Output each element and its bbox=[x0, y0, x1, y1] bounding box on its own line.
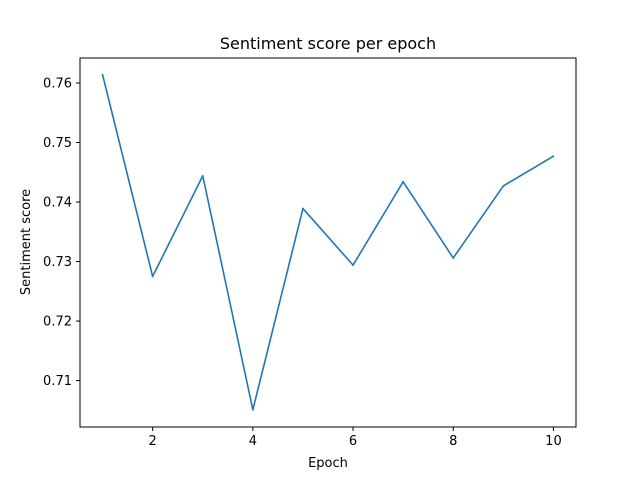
data-point bbox=[151, 275, 154, 278]
x-tick-label: 6 bbox=[349, 434, 357, 449]
x-axis-label: Epoch bbox=[308, 456, 348, 471]
data-point bbox=[352, 264, 354, 267]
data-point bbox=[502, 185, 505, 187]
data-point bbox=[101, 73, 104, 76]
y-axis-ticks: 0.71 0.72 0.73 0.74 0.75 0.76 bbox=[43, 76, 80, 389]
chart-title: Sentiment score per epoch bbox=[220, 34, 436, 53]
series-layer bbox=[101, 73, 555, 411]
y-tick-label: 0.71 bbox=[43, 374, 72, 389]
x-tick-label: 8 bbox=[449, 434, 457, 449]
y-tick-label: 0.74 bbox=[43, 196, 72, 211]
plot-area-frame bbox=[79, 57, 577, 428]
data-point bbox=[251, 408, 254, 411]
data-point bbox=[201, 174, 204, 177]
y-tick-label: 0.72 bbox=[43, 315, 72, 330]
data-point bbox=[302, 207, 304, 210]
y-tick-label: 0.73 bbox=[43, 255, 72, 270]
data-point bbox=[402, 180, 405, 183]
y-tick-label: 0.76 bbox=[43, 76, 72, 91]
x-axis-ticks: 2 4 6 8 10 bbox=[149, 427, 562, 449]
series-line bbox=[101, 74, 554, 411]
x-tick-label: 4 bbox=[249, 434, 257, 449]
data-point bbox=[452, 257, 455, 259]
x-tick-label: 10 bbox=[545, 434, 562, 449]
y-axis-label: Sentiment score bbox=[19, 189, 34, 295]
data-point bbox=[552, 155, 555, 158]
x-tick-label: 2 bbox=[149, 434, 157, 449]
y-tick-label: 0.75 bbox=[43, 136, 72, 151]
